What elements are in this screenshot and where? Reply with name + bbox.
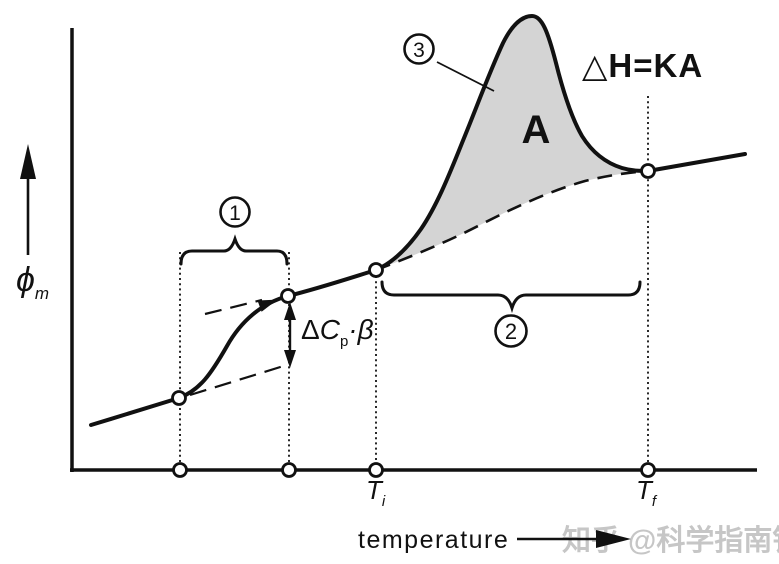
peak-area-label: A [522, 108, 551, 152]
ti-tick-label: Ti [366, 475, 386, 510]
callout-1-label: 1 [229, 202, 241, 225]
curve-direction-arrow-icon [257, 299, 278, 312]
axis-marker-ti [368, 462, 384, 478]
marker-step-onset [171, 390, 187, 406]
step-height-label: ΔCp·β [301, 314, 374, 350]
callout-3-circle [403, 33, 435, 65]
axis-marker-tf [640, 462, 656, 478]
callout-1-circle [219, 196, 251, 228]
callout-2-label: 2 [505, 319, 517, 344]
enthalpy-formula-label: △H=KA [582, 47, 703, 84]
brace-glass-transition [179, 234, 289, 266]
callout-3-leader [436, 61, 495, 92]
marker-step-end [280, 288, 296, 304]
y-axis-label: ϕm [16, 261, 49, 303]
marker-tf-on-curve [640, 163, 656, 179]
axis-marker-step-end [281, 462, 297, 478]
callout-3-label: 3 [413, 39, 425, 62]
y-arrow-head-icon [20, 144, 36, 179]
peak-area-fill [376, 16, 648, 270]
axis-marker-step-onset [172, 462, 188, 478]
measured-curve [89, 14, 747, 427]
interpolated-baseline-dashed [375, 169, 649, 272]
brace-peak-interval [380, 280, 642, 314]
x-label-arrow-head-icon [596, 530, 631, 548]
marker-ti-on-curve [368, 262, 384, 278]
step-height-arrow-up-icon [284, 302, 296, 320]
tangent-lower-dashed [189, 362, 291, 397]
step-height-arrow-down-icon [284, 350, 296, 368]
callout-2-circle [494, 314, 528, 348]
tf-tick-label: Tf [636, 475, 658, 510]
x-axis-label: temperature [358, 526, 509, 554]
tangent-upper-dashed [204, 298, 263, 316]
